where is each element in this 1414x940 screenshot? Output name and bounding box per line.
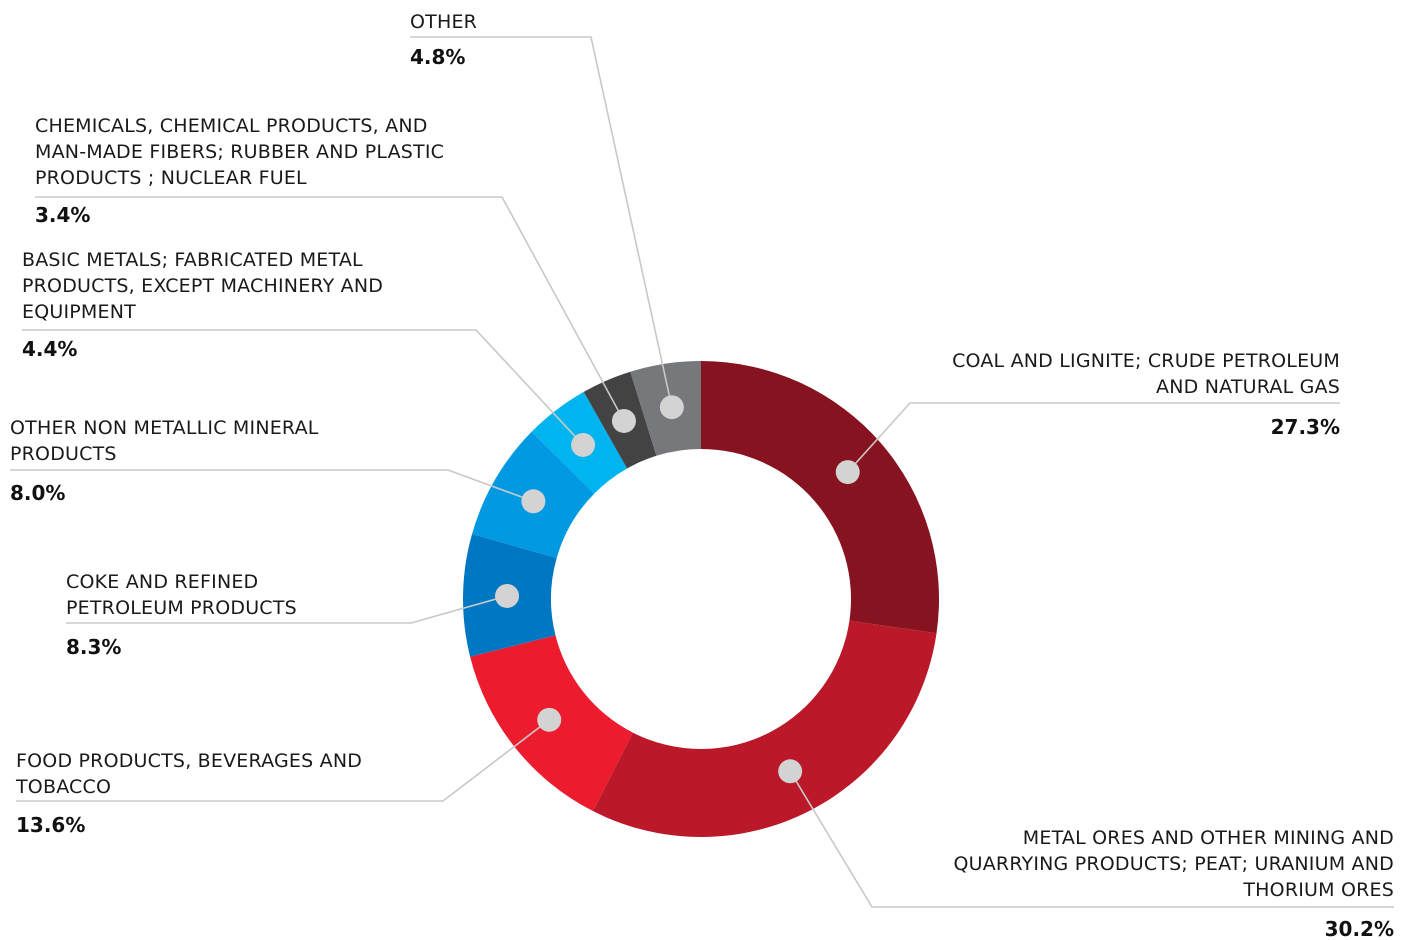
- slice-value-label-2: 30.2%: [1325, 917, 1394, 940]
- slice-label-2-line-1: METAL ORES AND OTHER MINING AND: [1023, 827, 1394, 849]
- slice-dot-8: [659, 395, 684, 420]
- slice-value-label-8: 4.8%: [410, 45, 465, 69]
- slice-value-label-4: 8.3%: [66, 635, 121, 659]
- donut-slice-1: [701, 361, 939, 634]
- slice-label-6-line-1: BASIC METALS; FABRICATED METAL: [22, 249, 363, 271]
- slice-label-5-line-2: PRODUCTS: [10, 443, 117, 465]
- leader-line-6: [22, 329, 584, 446]
- slice-dot-5: [521, 489, 546, 514]
- slice-label-2-line-2: QUARRYING PRODUCTS; PEAT; URANIUM AND: [953, 853, 1394, 875]
- leader-line-5: [10, 469, 534, 503]
- slice-dot-1: [835, 460, 860, 485]
- slice-label-6-line-3: EQUIPMENT: [22, 301, 136, 323]
- slice-label-4-line-1: COKE AND REFINED: [66, 571, 258, 593]
- slice-value-label-7: 3.4%: [35, 203, 90, 227]
- leader-line-1: [847, 402, 1340, 473]
- slice-label-5-line-1: OTHER NON METALLIC MINERAL: [10, 417, 319, 439]
- donut-slices: [463, 361, 939, 837]
- slice-value-label-1: 27.3%: [1271, 415, 1340, 439]
- leader-line-4: [66, 595, 508, 624]
- slice-label-7-line-3: PRODUCTS ; NUCLEAR FUEL: [35, 167, 307, 189]
- slice-value-label-3: 13.6%: [16, 813, 85, 837]
- slice-value-label-6: 4.4%: [22, 337, 77, 361]
- slice-label-1-line-1: COAL AND LIGNITE; CRUDE PETROLEUM: [952, 350, 1340, 372]
- slice-value-label-5: 8.0%: [10, 481, 65, 505]
- slice-dot-2: [778, 759, 803, 784]
- slice-label-3-line-1: FOOD PRODUCTS, BEVERAGES AND: [16, 750, 362, 772]
- slice-label-7-line-2: MAN-MADE FIBERS; RUBBER AND PLASTIC: [35, 141, 444, 163]
- slice-label-3-line-2: TOBACCO: [15, 776, 111, 798]
- slice-dot-4: [495, 583, 520, 608]
- leader-lines: [10, 36, 1394, 908]
- leader-line-7: [35, 196, 625, 422]
- slice-dot-7: [611, 408, 636, 433]
- slice-dot-6: [571, 432, 596, 457]
- leader-line-2: [789, 770, 1394, 908]
- donut-slice-2: [592, 620, 937, 837]
- slice-label-4-line-2: PETROLEUM PRODUCTS: [66, 597, 297, 619]
- slice-label-7-line-1: CHEMICALS, CHEMICAL PRODUCTS, AND: [35, 115, 428, 137]
- slice-label-1-line-2: AND NATURAL GAS: [1156, 376, 1340, 398]
- slice-label-8-line-1: OTHER: [410, 11, 477, 33]
- slice-label-6-line-2: PRODUCTS, EXCEPT MACHINERY AND: [22, 275, 383, 297]
- slice-dots: [495, 395, 860, 784]
- slice-dot-3: [537, 707, 562, 732]
- leader-line-8: [410, 36, 673, 408]
- slice-labels: COAL AND LIGNITE; CRUDE PETROLEUM AND NAT…: [10, 11, 1394, 940]
- slice-label-2-line-3: THORIUM ORES: [1242, 879, 1394, 901]
- leader-line-3: [16, 719, 550, 802]
